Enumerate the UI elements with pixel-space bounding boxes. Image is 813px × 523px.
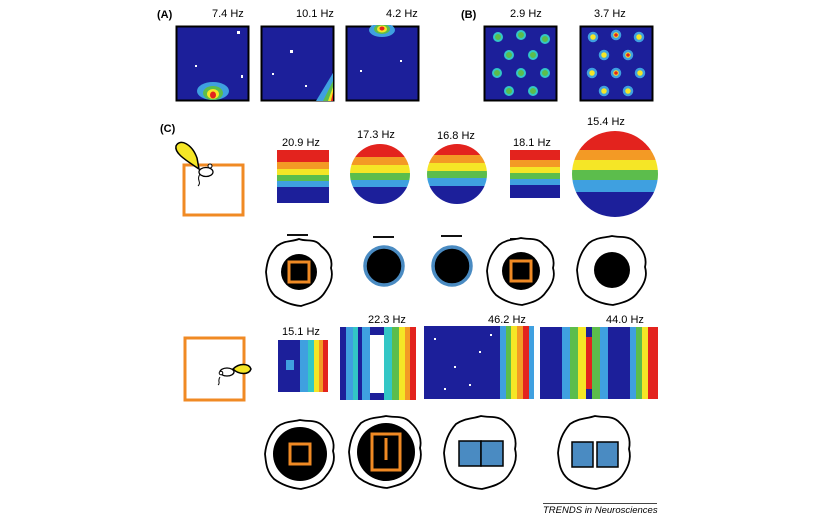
panel-a-rate-2: 10.1 Hz xyxy=(296,8,334,20)
place-field-map-1 xyxy=(175,25,250,102)
arena-diagram-4 xyxy=(486,237,555,306)
panel-a-rate-1: 7.4 Hz xyxy=(212,8,244,20)
panel-c-label: (C) xyxy=(160,123,176,135)
cue-card-3 xyxy=(441,235,462,237)
journal-credit: TRENDS in Neurosciences xyxy=(543,505,658,516)
grid-cell-map-1 xyxy=(483,25,558,102)
cue-card-2 xyxy=(373,236,394,238)
panel-c-row1-rate-1: 20.9 Hz xyxy=(282,137,320,149)
panel-c-row1-rate-2: 17.3 Hz xyxy=(357,129,395,141)
panel-b-rate-1: 2.9 Hz xyxy=(510,8,542,20)
panel-a-label: (A) xyxy=(157,9,173,21)
boundary-map-2 xyxy=(350,144,410,204)
arena-diagram-3 xyxy=(431,245,473,287)
rat-with-boundary-vector-top-icon xyxy=(175,141,245,217)
boundary-map-5 xyxy=(572,131,658,217)
arena-diagram-7 xyxy=(348,415,422,489)
footer-rule xyxy=(543,503,657,504)
arena-diagram-9 xyxy=(557,415,631,490)
panel-a-rate-3: 4.2 Hz xyxy=(386,8,418,20)
arena-diagram-8 xyxy=(443,415,517,490)
panel-c-row2-rate-3: 46.2 Hz xyxy=(488,314,526,326)
panel-b-rate-2: 3.7 Hz xyxy=(594,8,626,20)
boundary-map-1 xyxy=(277,150,329,203)
panel-c-row2-rate-4: 44.0 Hz xyxy=(606,314,644,326)
boundary-map-4 xyxy=(510,150,560,198)
panel-c-row1-rate-3: 16.8 Hz xyxy=(437,130,475,142)
place-field-map-3 xyxy=(345,25,420,102)
rat-with-boundary-vector-bottom-icon xyxy=(183,336,252,402)
boundary-map-3 xyxy=(427,144,487,204)
boundary-map-9 xyxy=(540,327,658,399)
arena-diagram-2 xyxy=(363,245,405,287)
panel-b-label: (B) xyxy=(461,9,477,21)
boundary-map-6 xyxy=(278,340,328,392)
boundary-map-8 xyxy=(424,326,534,399)
panel-c-row1-rate-4: 18.1 Hz xyxy=(513,137,551,149)
panel-c-row2-rate-2: 22.3 Hz xyxy=(368,314,406,326)
grid-cell-map-2 xyxy=(579,25,654,102)
panel-c-row1-rate-5: 15.4 Hz xyxy=(587,116,625,128)
boundary-map-7 xyxy=(340,327,416,400)
arena-diagram-5 xyxy=(576,235,647,306)
cue-card-1 xyxy=(287,234,308,236)
panel-c-row2-rate-1: 15.1 Hz xyxy=(282,326,320,338)
arena-diagram-1 xyxy=(265,238,333,307)
arena-diagram-6 xyxy=(264,419,335,490)
place-field-map-2 xyxy=(260,25,335,102)
